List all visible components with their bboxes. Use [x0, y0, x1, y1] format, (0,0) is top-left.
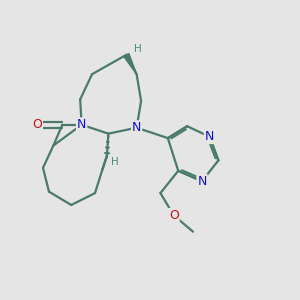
Text: H: H	[111, 157, 119, 166]
Text: N: N	[132, 121, 141, 134]
Text: H: H	[134, 44, 141, 54]
Text: O: O	[169, 209, 179, 222]
Text: N: N	[77, 118, 86, 131]
Text: O: O	[32, 118, 42, 131]
Polygon shape	[124, 53, 136, 74]
Text: N: N	[197, 175, 207, 188]
Text: N: N	[205, 130, 214, 143]
